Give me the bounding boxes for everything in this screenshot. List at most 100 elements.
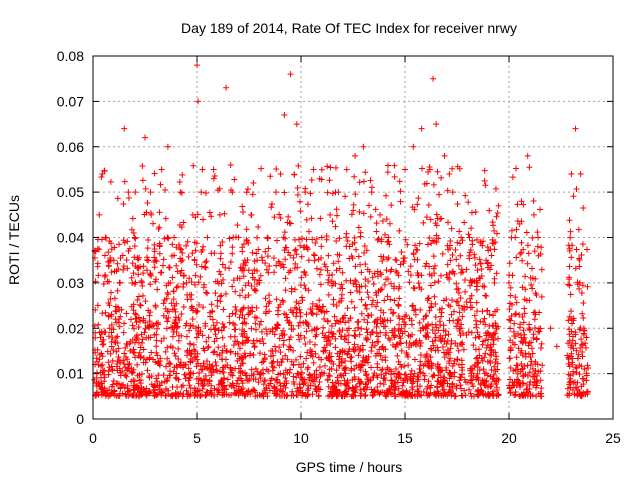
data-point: [572, 364, 579, 371]
data-point: [513, 310, 520, 317]
data-point: [252, 376, 259, 383]
data-point: [121, 350, 128, 357]
data-point: [345, 325, 352, 332]
data-point: [286, 343, 293, 350]
data-point: [313, 388, 320, 395]
data-point: [508, 234, 515, 241]
data-point: [506, 355, 513, 362]
data-point: [370, 280, 377, 287]
data-point: [240, 385, 247, 392]
data-point: [575, 351, 582, 358]
data-point: [144, 200, 151, 207]
data-point: [214, 297, 221, 304]
data-point: [416, 391, 423, 398]
data-point: [528, 281, 535, 288]
data-point: [307, 382, 314, 389]
data-point: [344, 391, 351, 398]
data-point: [449, 383, 456, 390]
data-point: [232, 326, 239, 333]
data-point: [313, 374, 320, 381]
data-point: [326, 177, 333, 184]
data-point: [370, 297, 376, 304]
data-point: [442, 328, 449, 335]
data-point: [271, 214, 278, 221]
data-point: [197, 273, 204, 280]
data-point: [566, 263, 573, 270]
data-point: [333, 267, 340, 274]
data-point: [492, 239, 499, 246]
data-point: [526, 369, 533, 376]
data-point: [474, 267, 481, 274]
data-point: [333, 302, 340, 309]
data-point: [121, 178, 128, 185]
data-point: [337, 371, 344, 378]
data-point: [565, 360, 572, 367]
data-point: [474, 286, 481, 293]
data-point: [448, 225, 455, 232]
data-point: [513, 254, 520, 261]
data-point: [437, 215, 444, 222]
data-point: [397, 375, 404, 382]
data-point: [316, 379, 323, 386]
data-point: [573, 347, 580, 354]
data-point: [304, 382, 311, 389]
data-point: [333, 237, 340, 244]
y-tick-label: 0.02: [57, 320, 84, 336]
data-point: [249, 191, 256, 198]
data-point: [242, 353, 249, 360]
data-point: [432, 391, 439, 398]
data-point: [262, 248, 269, 255]
data-point: [467, 249, 474, 256]
data-point: [441, 338, 448, 345]
data-point: [217, 368, 224, 375]
data-point: [129, 215, 136, 222]
data-point: [131, 234, 138, 241]
data-point: [282, 244, 289, 251]
data-point: [398, 364, 405, 371]
data-point: [294, 185, 301, 192]
data-point: [204, 290, 211, 297]
data-point: [124, 265, 131, 272]
data-point: [474, 360, 481, 367]
data-point: [487, 351, 494, 358]
data-point: [355, 224, 362, 231]
data-point: [278, 330, 285, 337]
data-point: [234, 338, 241, 345]
data-point: [318, 166, 325, 173]
data-point: [135, 324, 142, 331]
data-point: [235, 392, 242, 399]
data-point: [147, 270, 154, 277]
data-point: [398, 347, 405, 354]
data-point: [201, 264, 208, 271]
data-point: [300, 380, 307, 387]
data-point: [440, 374, 447, 381]
data-point: [129, 322, 136, 329]
data-point: [185, 253, 192, 260]
data-point: [234, 357, 241, 364]
data-point: [125, 388, 132, 395]
data-point: [583, 334, 590, 341]
data-point: [274, 307, 281, 314]
data-point: [100, 281, 107, 288]
data-point: [297, 208, 304, 215]
data-point: [169, 333, 176, 340]
data-point: [403, 340, 410, 347]
data-point: [444, 242, 451, 249]
data-point: [148, 381, 155, 388]
data-point: [479, 283, 486, 290]
data-point: [417, 369, 424, 376]
data-point: [138, 331, 145, 338]
data-point: [451, 360, 458, 367]
data-point: [392, 365, 399, 372]
data-point: [385, 254, 392, 261]
data-point: [210, 175, 217, 182]
data-point: [490, 371, 497, 378]
data-point: [146, 354, 153, 361]
data-point: [126, 360, 133, 367]
data-point: [517, 393, 524, 400]
data-point: [172, 314, 179, 321]
data-point: [210, 322, 217, 329]
data-point: [475, 374, 482, 381]
data-point: [401, 313, 408, 320]
data-point: [148, 349, 155, 356]
